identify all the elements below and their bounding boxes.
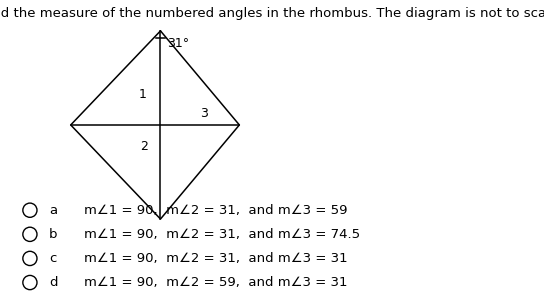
Text: a: a [50,204,57,217]
Text: 31°: 31° [168,37,190,50]
Text: 3: 3 [200,107,208,120]
Text: m∠1 = 90,  m∠2 = 31,  and m∠3 = 59: m∠1 = 90, m∠2 = 31, and m∠3 = 59 [84,204,348,217]
Text: 2: 2 [140,141,148,153]
Text: m∠1 = 90,  m∠2 = 31,  and m∠3 = 74.5: m∠1 = 90, m∠2 = 31, and m∠3 = 74.5 [84,228,361,241]
Text: Find the measure of the numbered angles in the rhombus. The diagram is not to sc: Find the measure of the numbered angles … [0,7,544,20]
Text: d: d [49,276,58,289]
Text: m∠1 = 90,  m∠2 = 31,  and m∠3 = 31: m∠1 = 90, m∠2 = 31, and m∠3 = 31 [84,252,348,265]
Text: 1: 1 [139,88,147,101]
Text: c: c [50,252,57,265]
Text: b: b [49,228,58,241]
Text: m∠1 = 90,  m∠2 = 59,  and m∠3 = 31: m∠1 = 90, m∠2 = 59, and m∠3 = 31 [84,276,348,289]
